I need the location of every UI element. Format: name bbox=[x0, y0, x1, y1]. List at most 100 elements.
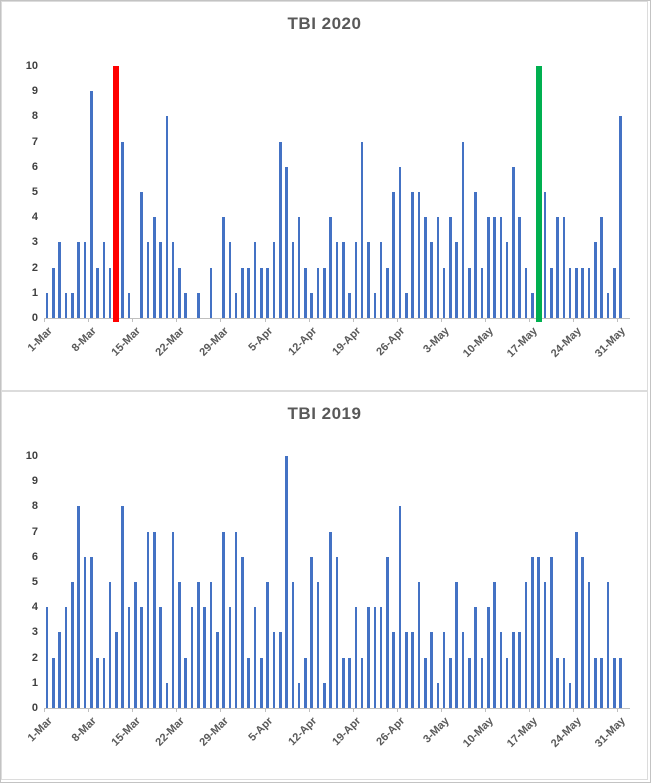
red-marker-bar bbox=[113, 66, 120, 322]
data-bar bbox=[304, 267, 307, 318]
x-axis-tick bbox=[396, 708, 398, 712]
data-bar bbox=[386, 556, 389, 708]
data-bar bbox=[342, 657, 345, 708]
x-axis-label: 10-May bbox=[460, 325, 496, 360]
data-bar bbox=[260, 267, 263, 318]
data-bar bbox=[405, 292, 408, 318]
x-axis-label: 1-Mar bbox=[25, 715, 55, 745]
data-bar bbox=[455, 242, 458, 318]
data-bar bbox=[291, 242, 295, 318]
data-bar bbox=[423, 657, 427, 708]
x-axis-tick bbox=[176, 318, 178, 322]
data-bar bbox=[480, 657, 484, 708]
data-bar bbox=[121, 141, 125, 318]
data-bar bbox=[310, 556, 314, 708]
data-bar bbox=[228, 607, 232, 708]
data-bar bbox=[253, 242, 257, 318]
data-bar bbox=[600, 217, 603, 318]
y-axis-label: 10 bbox=[25, 60, 38, 72]
data-bar bbox=[329, 531, 332, 708]
x-axis-label: 15-Mar bbox=[109, 715, 143, 749]
y-axis-label: 9 bbox=[31, 475, 38, 488]
x-axis-tick bbox=[485, 708, 487, 712]
data-bar bbox=[606, 582, 610, 708]
data-bar bbox=[316, 582, 320, 708]
x-axis-tick bbox=[352, 708, 354, 712]
data-bar bbox=[209, 582, 213, 708]
y-axis-label: 6 bbox=[31, 160, 38, 173]
data-bar bbox=[587, 267, 591, 318]
data-bar bbox=[323, 267, 326, 318]
data-bar bbox=[531, 556, 534, 708]
data-bar bbox=[348, 292, 351, 318]
data-bar bbox=[115, 632, 118, 708]
y-axis-label: 5 bbox=[31, 576, 38, 588]
x-axis-tick bbox=[132, 318, 134, 322]
data-bar bbox=[335, 242, 339, 318]
data-bar bbox=[367, 242, 370, 318]
data-bar bbox=[537, 556, 540, 708]
data-bar bbox=[121, 506, 125, 708]
data-bar bbox=[499, 632, 503, 708]
data-bar bbox=[524, 582, 528, 708]
data-bar bbox=[165, 682, 169, 708]
data-bar bbox=[222, 531, 225, 708]
data-bar bbox=[247, 657, 251, 708]
data-bar bbox=[612, 267, 616, 318]
data-bar bbox=[379, 242, 383, 318]
x-axis-tick bbox=[88, 708, 90, 712]
data-bar bbox=[159, 607, 162, 708]
data-bar bbox=[310, 292, 314, 318]
x-axis-label: 22-Mar bbox=[153, 325, 187, 359]
x-axis-label: 10-May bbox=[460, 715, 496, 750]
data-bar bbox=[140, 192, 143, 318]
x-axis-label: 29-Mar bbox=[197, 715, 231, 749]
data-bar bbox=[455, 582, 458, 708]
data-bar bbox=[108, 582, 112, 708]
data-bar bbox=[58, 632, 62, 708]
data-bar bbox=[209, 267, 213, 318]
data-bar bbox=[96, 267, 99, 318]
data-bar bbox=[543, 582, 547, 708]
data-bar bbox=[215, 632, 219, 708]
data-bar bbox=[241, 556, 244, 708]
data-bar bbox=[543, 192, 547, 318]
data-bar bbox=[178, 582, 181, 708]
x-axis-tick bbox=[617, 708, 619, 712]
data-bar bbox=[619, 657, 622, 708]
data-bar bbox=[461, 632, 465, 708]
data-bar bbox=[398, 506, 402, 708]
x-axis-tick bbox=[176, 708, 178, 712]
x-axis-label: 15-Mar bbox=[109, 325, 143, 359]
data-bar bbox=[549, 556, 553, 708]
data-bar bbox=[234, 292, 238, 318]
x-axis-tick bbox=[88, 318, 90, 322]
y-axis-label: 8 bbox=[31, 500, 38, 513]
data-bar bbox=[285, 456, 288, 708]
data-bar bbox=[83, 242, 87, 318]
data-bar bbox=[127, 292, 131, 318]
data-bar bbox=[197, 292, 200, 318]
x-axis-label: 31-May bbox=[593, 715, 628, 750]
data-bar bbox=[102, 657, 106, 708]
y-axis-label: 0 bbox=[31, 702, 38, 714]
data-bar bbox=[461, 141, 465, 318]
x-axis-label: 5-Apr bbox=[246, 325, 276, 354]
data-bar bbox=[297, 217, 301, 318]
x-axis-tick bbox=[396, 318, 398, 322]
x-axis-tick bbox=[617, 318, 619, 322]
data-bar bbox=[152, 217, 156, 318]
data-bar bbox=[234, 531, 238, 708]
data-bar bbox=[89, 556, 93, 708]
data-bar bbox=[512, 632, 515, 708]
x-axis-label: 17-May bbox=[504, 715, 540, 750]
data-bar bbox=[398, 166, 402, 318]
x-axis-tick bbox=[44, 708, 45, 712]
data-bar bbox=[64, 607, 68, 708]
x-axis-label: 17-May bbox=[504, 325, 540, 360]
y-axis-label: 5 bbox=[31, 186, 38, 198]
data-bar bbox=[499, 217, 503, 318]
data-bar bbox=[253, 607, 257, 708]
data-bar bbox=[266, 267, 269, 318]
y-axis-label: 7 bbox=[31, 525, 38, 538]
